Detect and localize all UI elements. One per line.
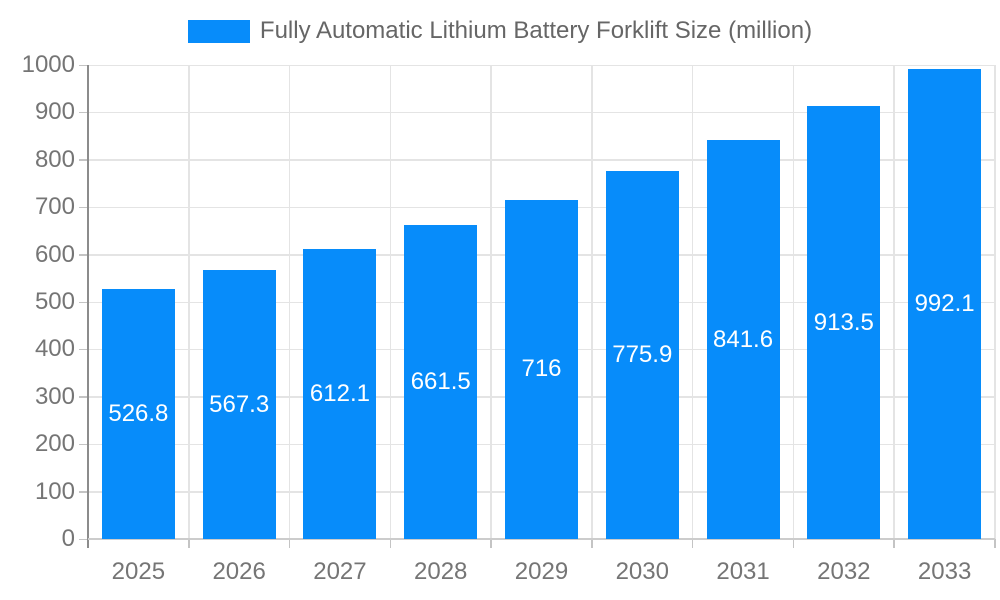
x-axis-tick — [792, 539, 795, 548]
gridline-vertical — [288, 65, 291, 539]
y-axis-tick — [79, 443, 88, 446]
x-axis-tick — [591, 539, 593, 548]
y-tick-label: 600 — [34, 240, 75, 268]
x-tick-label: 2028 — [414, 558, 468, 585]
gridline-vertical — [591, 65, 593, 539]
x-axis-tick — [691, 539, 694, 548]
y-axis-tick — [79, 254, 88, 256]
legend-label: Fully Automatic Lithium Battery Forklift… — [259, 17, 813, 44]
bar[interactable] — [303, 248, 377, 539]
x-axis-tick — [188, 539, 190, 548]
gridline-horizontal — [88, 159, 995, 161]
bar[interactable] — [706, 140, 780, 539]
bar[interactable] — [605, 171, 679, 539]
y-axis-tick — [79, 206, 88, 209]
x-tick-label: 2032 — [817, 558, 871, 585]
y-axis-tick — [79, 538, 88, 540]
x-tick-label: 2030 — [615, 558, 669, 585]
y-axis-tick — [79, 396, 88, 398]
bar[interactable] — [404, 225, 478, 539]
gridline-vertical — [994, 65, 996, 539]
bar[interactable] — [807, 106, 881, 539]
y-tick-label: 800 — [34, 145, 75, 173]
x-axis-line — [88, 538, 995, 540]
x-tick-label: 2025 — [111, 558, 166, 585]
legend-item[interactable]: Fully Automatic Lithium Battery Forklift… — [0, 17, 1000, 45]
bar[interactable] — [101, 289, 175, 539]
x-axis-tick — [893, 539, 895, 548]
y-axis-tick — [79, 348, 88, 351]
x-axis-tick — [490, 539, 492, 548]
y-axis-tick — [79, 111, 88, 114]
gridline-vertical — [188, 65, 190, 539]
bar[interactable] — [202, 270, 276, 539]
gridline-horizontal — [88, 111, 995, 114]
y-tick-label: 500 — [34, 288, 75, 315]
gridline-vertical — [490, 65, 492, 539]
gridline-vertical — [691, 65, 694, 539]
x-tick-label: 2026 — [212, 558, 266, 585]
y-axis-tick — [79, 301, 88, 303]
y-axis-tick — [79, 491, 88, 493]
bar[interactable] — [505, 199, 578, 539]
x-axis-tick — [994, 539, 996, 548]
gridline-vertical — [389, 65, 392, 539]
y-tick-label: 200 — [34, 430, 75, 458]
gridline-vertical — [792, 65, 795, 539]
y-axis-tick — [79, 159, 88, 161]
x-axis-tick — [288, 539, 291, 548]
legend-swatch-icon — [187, 19, 250, 43]
y-tick-label: 1000 — [21, 51, 75, 78]
y-tick-label: 300 — [34, 382, 75, 410]
y-tick-label: 0 — [61, 525, 75, 552]
y-tick-label: 400 — [34, 335, 75, 363]
y-tick-label: 100 — [34, 477, 75, 505]
x-tick-label: 2027 — [313, 558, 367, 585]
bar[interactable] — [908, 68, 982, 539]
x-axis-tick — [389, 539, 392, 548]
y-axis-line — [87, 65, 89, 548]
gridline-horizontal — [88, 64, 995, 66]
y-tick-label: 900 — [34, 98, 75, 126]
x-tick-label: 2029 — [514, 558, 569, 585]
y-tick-label: 700 — [34, 193, 75, 221]
y-axis-tick — [79, 64, 88, 66]
x-tick-label: 2033 — [917, 558, 972, 585]
x-tick-label: 2031 — [716, 558, 770, 585]
gridline-vertical — [893, 65, 895, 539]
